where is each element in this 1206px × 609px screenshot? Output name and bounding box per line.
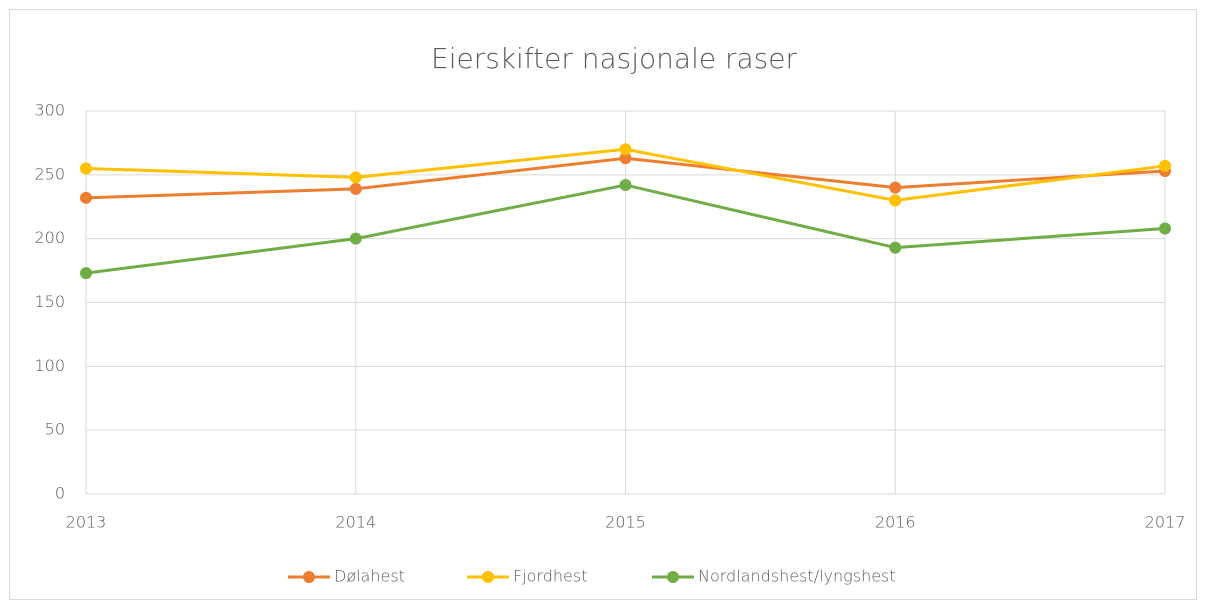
chart-title: Eierskifter nasjonale raser <box>431 42 797 75</box>
y-tick-label: 250 <box>34 164 65 183</box>
data-point <box>349 182 362 195</box>
data-point <box>619 179 632 192</box>
x-tick-label: 2015 <box>605 513 646 532</box>
legend-label: Fjordhest <box>513 567 587 586</box>
y-tick-label: 300 <box>34 101 65 120</box>
legend-label: Nordlandshest/lyngshest <box>698 567 896 586</box>
x-tick-label: 2014 <box>335 513 376 532</box>
y-tick-label: 150 <box>34 292 65 311</box>
data-point <box>349 232 362 245</box>
legend-marker <box>667 571 679 583</box>
y-tick-label: 0 <box>55 484 65 503</box>
data-point <box>619 143 632 156</box>
data-point <box>889 194 902 207</box>
legend-marker <box>482 571 494 583</box>
x-tick-label: 2013 <box>66 513 107 532</box>
data-point <box>80 267 92 280</box>
y-tick-label: 50 <box>45 420 65 439</box>
data-point <box>889 181 902 194</box>
y-tick-label: 100 <box>34 356 65 375</box>
data-point <box>80 191 92 204</box>
data-point <box>619 152 632 165</box>
legend-marker <box>303 571 315 583</box>
y-tick-label: 200 <box>34 228 65 247</box>
data-point <box>889 241 902 254</box>
chart-border <box>9 9 1197 600</box>
data-point <box>1159 222 1171 235</box>
data-point <box>80 162 92 175</box>
legend-label: Dølahest <box>334 567 405 586</box>
data-point <box>1159 159 1171 172</box>
data-point <box>349 171 362 184</box>
x-tick-label: 2017 <box>1145 513 1186 532</box>
x-tick-label: 2016 <box>875 513 916 532</box>
